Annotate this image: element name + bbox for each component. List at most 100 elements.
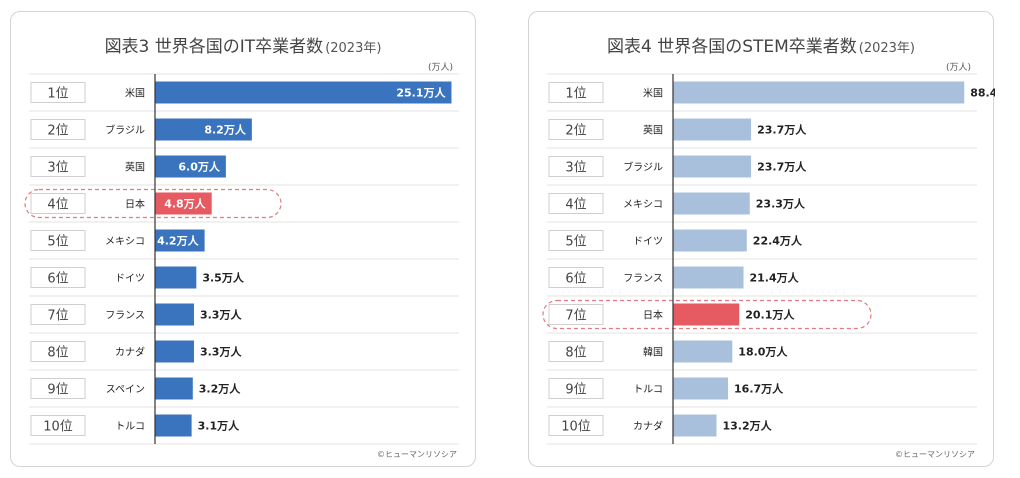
rank-box: [30, 267, 86, 288]
category-label: カナダ: [633, 420, 663, 433]
rank-label: 5位: [565, 235, 586, 250]
bar: [673, 340, 733, 363]
bar: [673, 81, 965, 104]
bar: [673, 377, 729, 400]
rank-box: [548, 230, 604, 251]
rank-label: 8位: [565, 346, 586, 361]
data-label: 3.5万人: [202, 271, 244, 285]
unit-label: (万人): [945, 63, 971, 73]
category-label: ブラジル: [105, 124, 145, 137]
rank-box: [548, 341, 604, 362]
bar: [673, 229, 747, 252]
bar: [155, 303, 194, 326]
rank-label: 10位: [561, 420, 591, 435]
data-label: 21.4万人: [750, 271, 800, 285]
category-label: 英国: [643, 124, 663, 137]
category-label: ブラジル: [623, 161, 663, 174]
data-label: 3.1万人: [198, 419, 240, 433]
bar: [673, 192, 750, 215]
data-label: 3.3万人: [200, 308, 242, 322]
rank-label: 4位: [565, 198, 586, 213]
rank-label: 5位: [47, 235, 68, 250]
data-label: 23.7万人: [757, 123, 807, 137]
bar: [155, 266, 197, 289]
rank-box: [548, 267, 604, 288]
rank-box: [548, 82, 604, 103]
rank-box: [30, 82, 86, 103]
rank-label: 7位: [47, 309, 68, 324]
category-label: フランス: [105, 310, 145, 322]
rank-box: [548, 156, 604, 177]
data-label: 3.3万人: [200, 345, 242, 359]
rank-box: [548, 415, 604, 436]
category-label: カナダ: [115, 346, 145, 359]
data-label: 25.1万人: [396, 86, 446, 100]
it-graduates-bar-chart: 1位 米国 25.1万人 2位 ブラジル 8.2万人 3位 英国 6.0万人 4位 日本 4.8万人 5…: [24, 73, 459, 445]
data-label: 88.4万人: [970, 86, 995, 100]
category-label: 英国: [125, 161, 145, 174]
chart-title-year: (2023年): [858, 41, 916, 56]
bar: [155, 377, 193, 400]
highlight-outline: [24, 188, 282, 219]
data-label: 4.8万人: [164, 197, 206, 211]
data-label: 23.3万人: [756, 197, 806, 211]
unit-label: (万人): [427, 63, 453, 73]
category-label: フランス: [623, 273, 663, 285]
data-label: 4.2万人: [157, 234, 199, 248]
rank-label: 8位: [47, 346, 68, 361]
source-credit: ©ヒューマンリソシア: [377, 450, 457, 459]
rank-box: [30, 341, 86, 362]
bar: [155, 192, 212, 215]
rank-box: [548, 304, 604, 325]
bar: [155, 155, 226, 178]
rank-label: 9位: [47, 383, 68, 398]
data-label: 16.7万人: [734, 382, 784, 396]
rank-box: [30, 193, 86, 214]
rank-box: [30, 415, 86, 436]
bar: [155, 118, 252, 141]
rank-label: 6位: [565, 272, 586, 287]
data-label: 22.4万人: [753, 234, 803, 248]
rank-label: 3位: [47, 161, 68, 176]
rank-label: 9位: [565, 383, 586, 398]
rank-label: 2位: [565, 124, 586, 139]
data-label: 3.2万人: [199, 382, 241, 396]
category-label: 米国: [125, 87, 145, 100]
data-label: 8.2万人: [204, 123, 246, 137]
rank-label: 1位: [565, 87, 586, 102]
it-graduates-chart-panel: 図表3 世界各国のIT卒業者数 (2023年) (万人) 1位 米国 25.1万人 2位…: [10, 11, 476, 467]
category-label: スペイン: [106, 385, 145, 396]
category-label: 米国: [643, 87, 663, 100]
stem-graduates-bar-chart: 1位 米国 88.4万人 2位 英国 23.7万人 3位 ブラジル 23.7万人 4位 メキシコ 23…: [542, 73, 995, 445]
category-label: トルコ: [115, 422, 145, 433]
data-label: 23.7万人: [757, 160, 807, 174]
bar: [673, 303, 740, 326]
bar: [155, 229, 205, 252]
rank-label: 1位: [47, 87, 68, 102]
rank-label: 7位: [565, 309, 586, 324]
bar: [155, 340, 194, 363]
rank-box: [30, 304, 86, 325]
data-label: 13.2万人: [722, 419, 772, 433]
bar: [155, 414, 192, 437]
data-label: 20.1万人: [745, 308, 795, 322]
rank-box: [548, 378, 604, 399]
data-label: 18.0万人: [738, 345, 788, 359]
category-label: メキシコ: [105, 237, 145, 248]
rank-label: 3位: [565, 161, 586, 176]
bar: [673, 266, 744, 289]
stem-graduates-chart-panel: 図表4 世界各国のSTEM卒業者数(2023年) (万人) 1位 米国 88.4万人…: [528, 11, 995, 467]
rank-label: 2位: [47, 124, 68, 139]
bar: [673, 155, 752, 178]
rank-box: [30, 378, 86, 399]
highlight-outline: [542, 299, 872, 330]
chart-title: 図表4 世界各国のSTEM卒業者数 (2023年): [606, 37, 916, 57]
rank-label: 10位: [43, 420, 73, 435]
bar: [673, 118, 752, 141]
rank-box: [30, 230, 86, 251]
chart-title: 図表3 世界各国のIT卒業者数 (2023年): [104, 37, 382, 57]
category-label: トルコ: [633, 385, 663, 396]
category-label: メキシコ: [623, 200, 663, 211]
data-label: 6.0万人: [178, 160, 220, 174]
category-label: 日本: [643, 309, 663, 322]
